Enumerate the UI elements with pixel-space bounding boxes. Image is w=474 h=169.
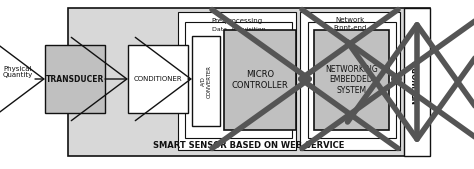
Text: MICRO
CONTROLLER: MICRO CONTROLLER	[232, 70, 288, 90]
Bar	[224, 30, 296, 130]
Text: Pre-processing: Pre-processing	[211, 18, 263, 24]
Bar	[300, 12, 400, 150]
Bar	[185, 22, 292, 138]
Bar	[404, 8, 430, 156]
Bar	[128, 45, 188, 113]
Text: SMART SENSOR BASED ON WEB SERVICE: SMART SENSOR BASED ON WEB SERVICE	[153, 141, 345, 151]
Bar	[178, 12, 296, 150]
Text: Physical
Quantity: Physical Quantity	[3, 66, 33, 78]
Bar	[45, 45, 105, 113]
Text: TRANSDUCER: TRANSDUCER	[46, 75, 104, 83]
Text: Data  Acquisition: Data Acquisition	[212, 28, 265, 32]
Text: Network
Front-end: Network Front-end	[333, 18, 367, 30]
Bar	[314, 30, 389, 130]
Bar	[192, 36, 220, 126]
Text: NETWORKING
EMBEDDED
SYSTEM: NETWORKING EMBEDDED SYSTEM	[325, 65, 378, 95]
Text: NETWORK: NETWORK	[412, 60, 421, 104]
Text: Processing: Processing	[335, 29, 369, 33]
Text: CONDITIONER: CONDITIONER	[134, 76, 182, 82]
Text: A/D
CONVERTER: A/D CONVERTER	[201, 65, 211, 98]
Bar	[308, 22, 396, 138]
Bar	[68, 8, 430, 156]
